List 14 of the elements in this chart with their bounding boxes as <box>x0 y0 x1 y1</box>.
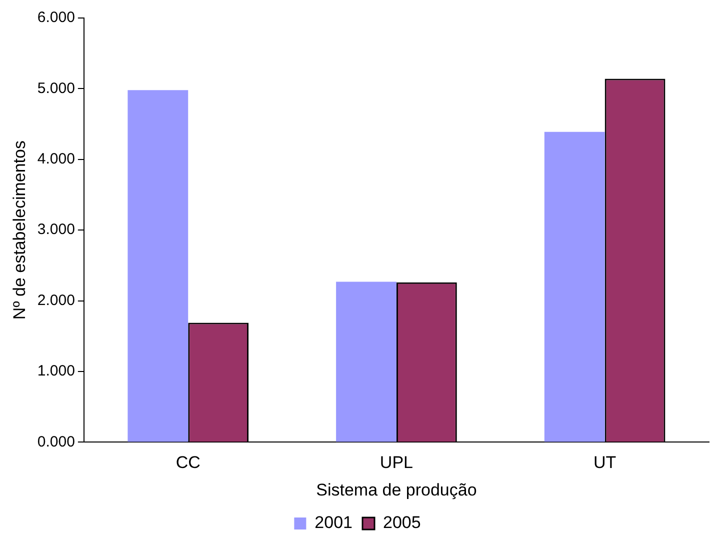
legend-label: 2005 <box>383 513 421 532</box>
x-tick-label: UT <box>593 453 616 472</box>
x-axis-title: Sistema de produção <box>316 480 477 500</box>
y-tick-label: 6.000 <box>37 9 75 26</box>
y-tick-label: 3.000 <box>37 221 75 238</box>
y-tick-label: 0.000 <box>37 433 75 450</box>
x-tick-label: CC <box>176 453 200 472</box>
x-tick-label: UPL <box>380 453 414 472</box>
y-tick-label: 1.000 <box>37 362 75 380</box>
y-tick-label: 4.000 <box>37 150 75 168</box>
legend-label: 2001 <box>314 513 353 532</box>
y-axis-title: Nº de estabelecimentos <box>10 140 29 320</box>
y-tick-label: 2.000 <box>37 292 75 309</box>
y-tick-label: 5.000 <box>37 80 75 97</box>
